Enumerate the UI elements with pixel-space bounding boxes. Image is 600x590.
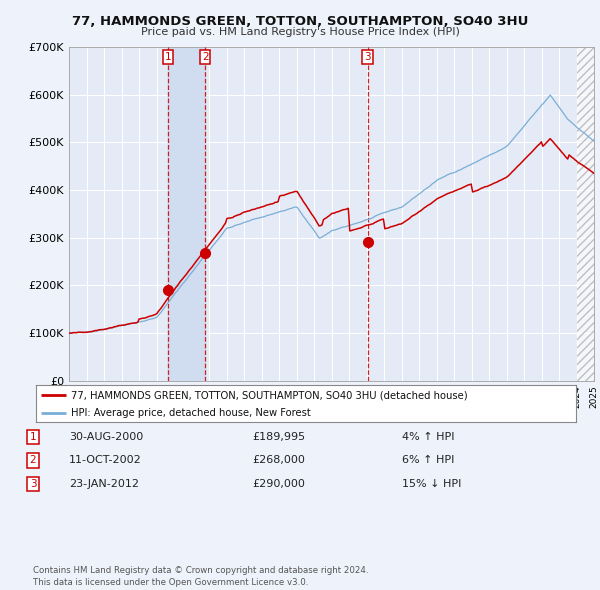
Text: 77, HAMMONDS GREEN, TOTTON, SOUTHAMPTON, SO40 3HU: 77, HAMMONDS GREEN, TOTTON, SOUTHAMPTON,… (72, 15, 528, 28)
Text: 23-JAN-2012: 23-JAN-2012 (69, 479, 139, 489)
Text: 4% ↑ HPI: 4% ↑ HPI (402, 432, 455, 442)
Text: £290,000: £290,000 (252, 479, 305, 489)
Text: 15% ↓ HPI: 15% ↓ HPI (402, 479, 461, 489)
Text: 6% ↑ HPI: 6% ↑ HPI (402, 455, 454, 466)
Text: Contains HM Land Registry data © Crown copyright and database right 2024.
This d: Contains HM Land Registry data © Crown c… (33, 566, 368, 587)
Text: 2: 2 (29, 455, 37, 466)
Text: 1: 1 (165, 52, 172, 62)
Text: 2: 2 (202, 52, 208, 62)
Text: 11-OCT-2002: 11-OCT-2002 (69, 455, 142, 466)
Text: 77, HAMMONDS GREEN, TOTTON, SOUTHAMPTON, SO40 3HU (detached house): 77, HAMMONDS GREEN, TOTTON, SOUTHAMPTON,… (71, 390, 468, 400)
Text: 1: 1 (29, 432, 37, 442)
Text: £268,000: £268,000 (252, 455, 305, 466)
Text: 3: 3 (364, 52, 371, 62)
Text: 3: 3 (29, 479, 37, 489)
Bar (577, 47, 594, 381)
Text: 30-AUG-2000: 30-AUG-2000 (69, 432, 143, 442)
Text: Price paid vs. HM Land Registry's House Price Index (HPI): Price paid vs. HM Land Registry's House … (140, 27, 460, 37)
Text: £189,995: £189,995 (252, 432, 305, 442)
Bar (168, 47, 205, 381)
Text: HPI: Average price, detached house, New Forest: HPI: Average price, detached house, New … (71, 408, 311, 418)
